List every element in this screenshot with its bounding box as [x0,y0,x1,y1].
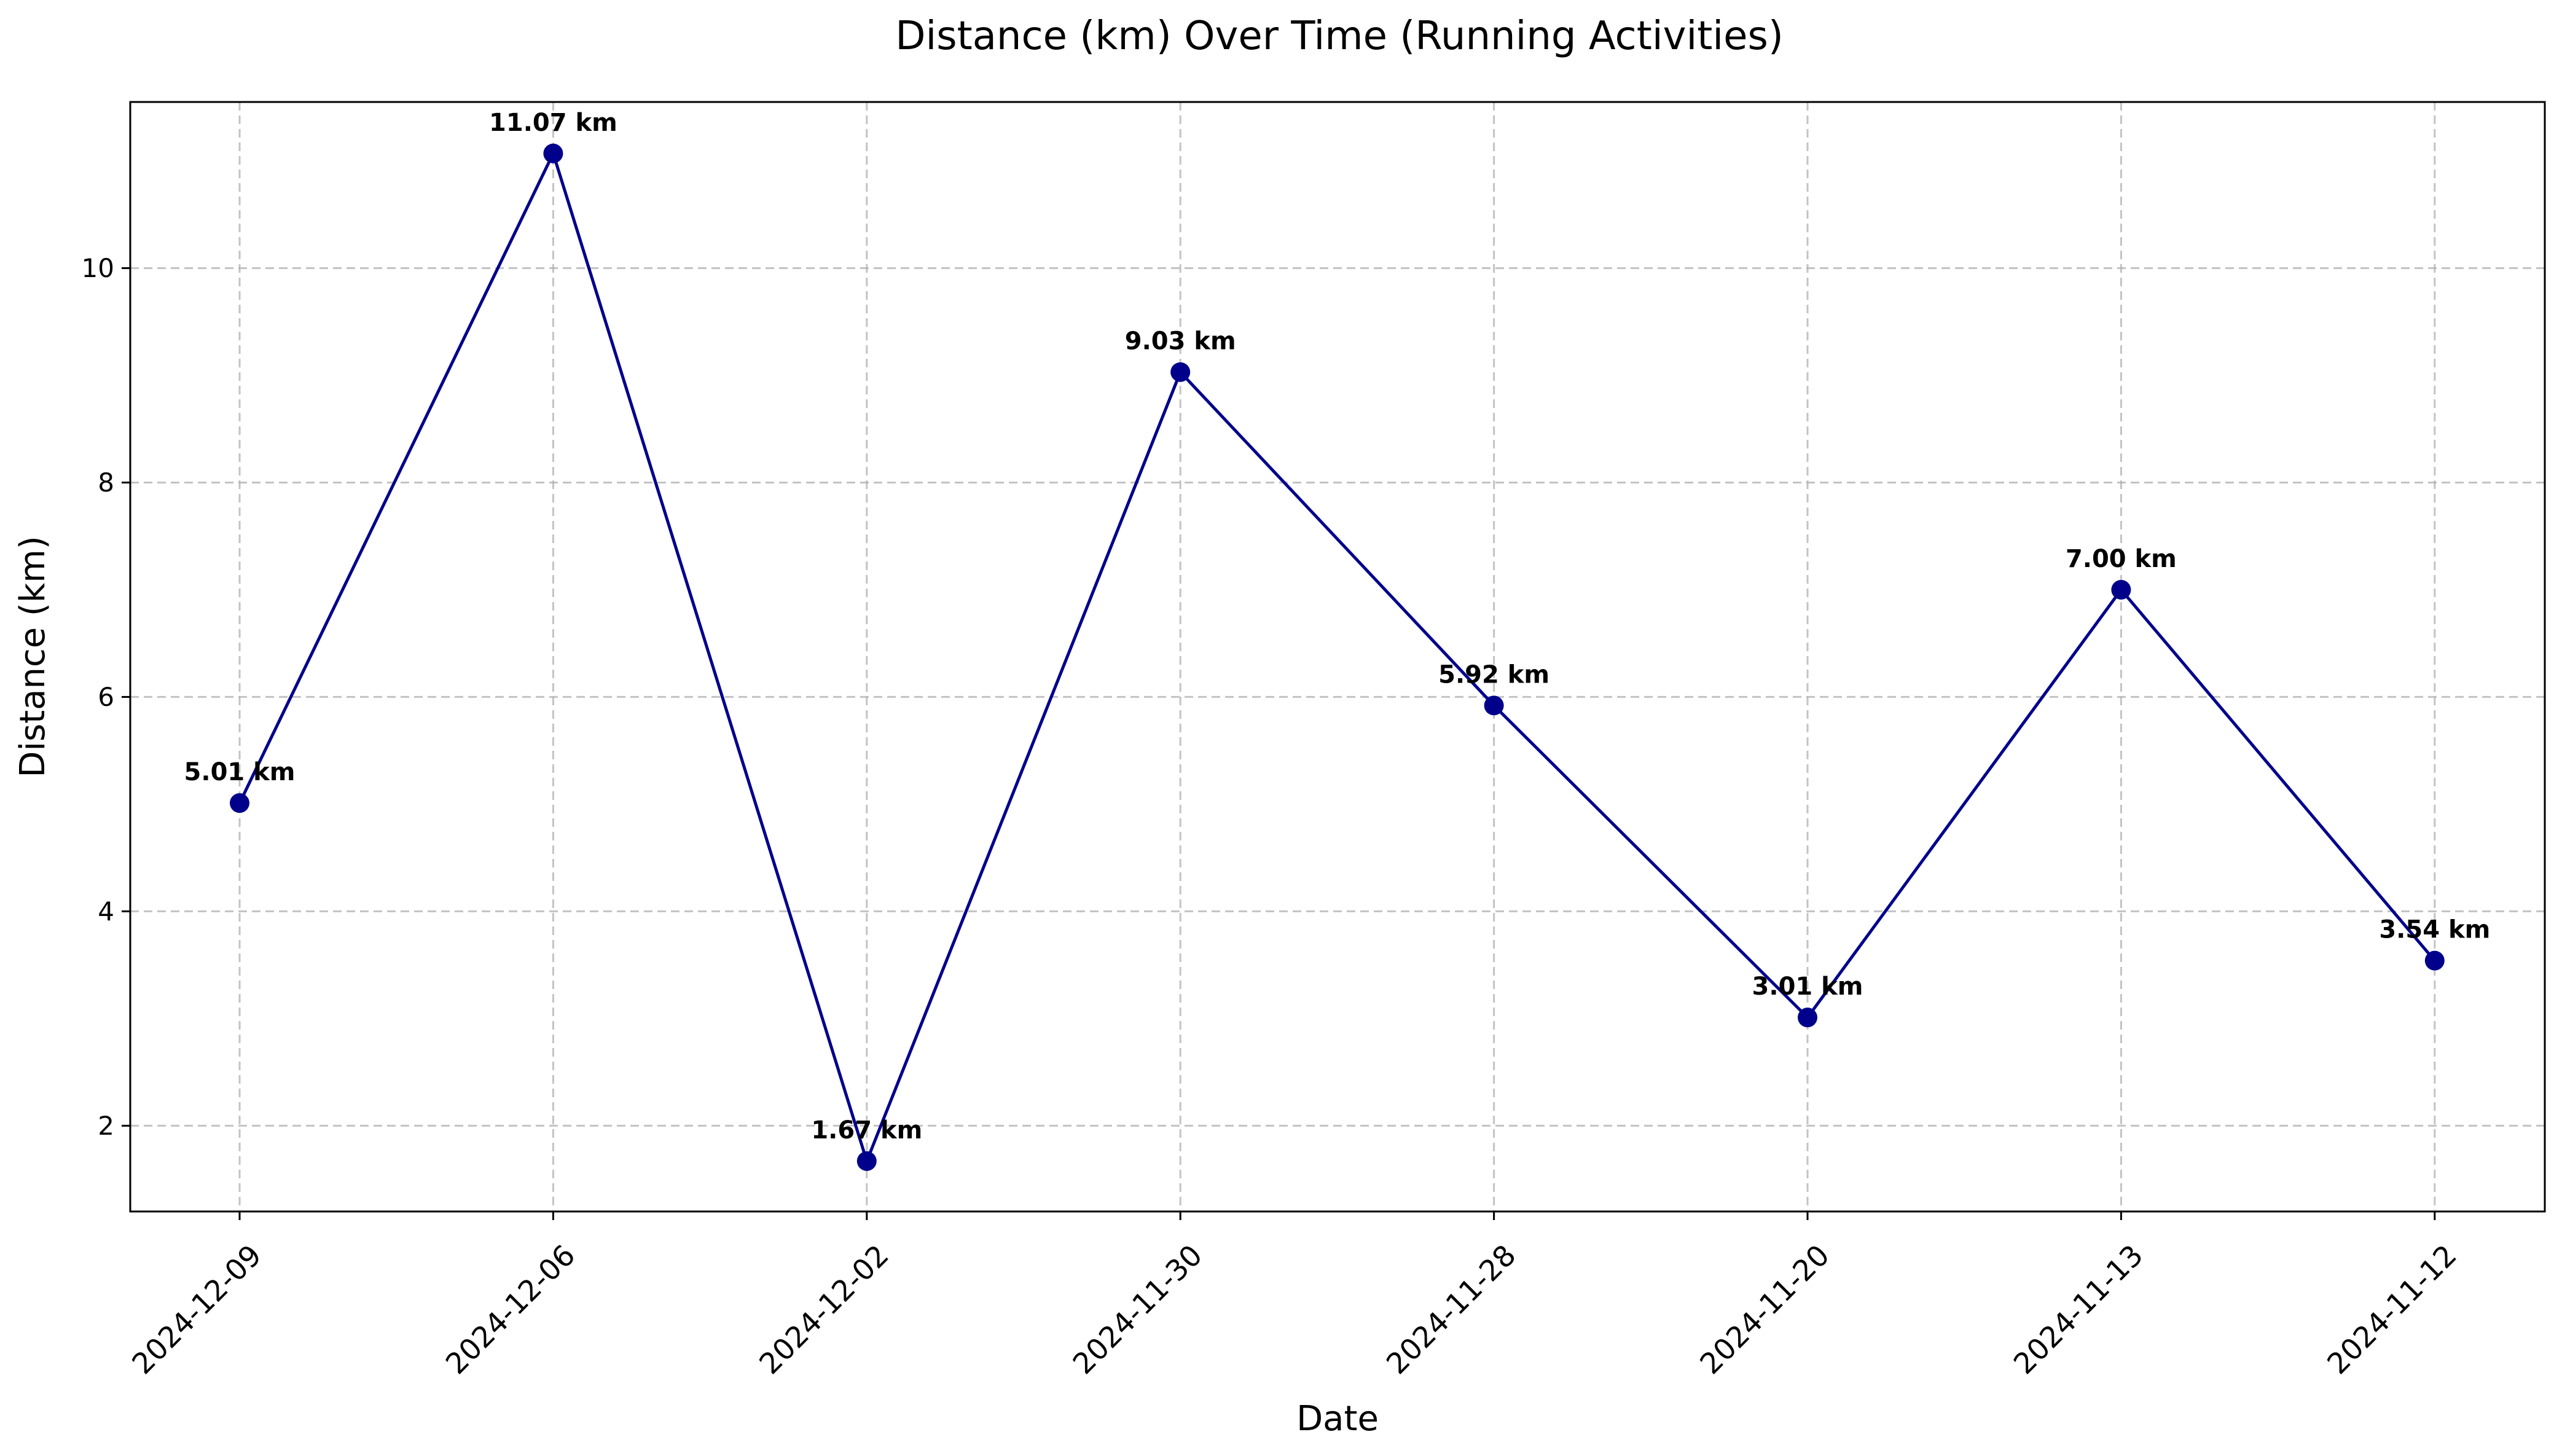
data-labels: 5.01 km 11.07 km 1.67 km 9.03 km 5.92 km 3.01… [184,109,2491,1145]
data-label: 11.07 km [489,109,617,137]
data-point-marker [856,1151,877,1171]
y-tick-label: 4 [98,896,114,926]
y-axis-label: Distance (km) [13,536,53,777]
data-label: 3.54 km [2379,916,2490,944]
series-line-layer [238,152,2436,1163]
y-tick-label: 8 [98,468,114,498]
data-label: 5.01 km [184,758,296,786]
data-point-marker [2424,950,2445,971]
y-tick-label: 10 [82,253,114,283]
data-point-marker [2111,579,2131,600]
series-markers [230,143,2445,1171]
data-label: 9.03 km [1125,327,1236,356]
plot-area-frame [129,101,2546,1213]
grid [130,102,2545,1211]
chart-title: Distance (km) Over Time (Running Activit… [895,14,1784,59]
x-axis-label: Date [1296,1399,1379,1439]
data-label: 7.00 km [2066,545,2177,573]
data-label: 5.92 km [1438,660,1549,689]
data-label: 1.67 km [811,1116,922,1145]
data-point-marker [230,793,249,813]
data-point-marker [1170,362,1191,382]
data-label: 3.01 km [1752,973,1863,1001]
series-line [238,152,2436,1163]
data-point-marker [1484,695,1504,716]
y-tick-label: 6 [98,682,114,712]
data-point-marker [543,143,563,163]
y-tick-label: 2 [98,1111,114,1141]
data-point-marker [1798,1008,1817,1028]
